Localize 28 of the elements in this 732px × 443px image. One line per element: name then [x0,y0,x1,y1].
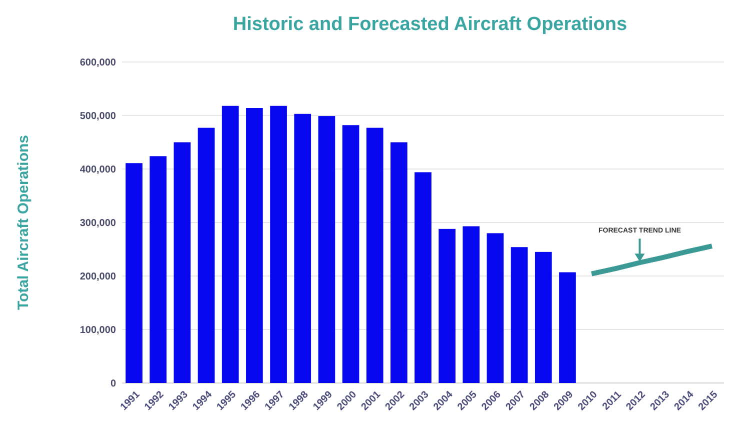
bar [510,247,528,383]
y-axis-title: Total Aircraft Operations [15,134,32,310]
bar [246,108,263,383]
y-tick-label: 600,000 [80,58,116,68]
bar [486,233,504,383]
bar [270,106,287,383]
y-tick-label: 0 [110,378,116,390]
y-tick-label: 100,000 [80,325,116,336]
bar [294,114,312,383]
y-tick-label: 400,000 [80,164,116,176]
bar [198,128,215,383]
bar [559,272,576,383]
bar [390,142,408,383]
bar [534,252,552,383]
bar [342,125,360,383]
bar [222,106,239,383]
bar [462,226,480,383]
bar [366,128,384,383]
chart-title: Historic and Forecasted Aircraft Operations [232,14,628,35]
bar [126,163,142,383]
bar [318,116,336,383]
y-tick-label: 300,000 [80,218,116,229]
bar [174,142,191,383]
y-tick-label: 500,000 [80,111,116,122]
bar [414,172,432,383]
y-tick-label: 200,000 [80,272,116,282]
bar [438,228,456,383]
bar [150,156,167,383]
